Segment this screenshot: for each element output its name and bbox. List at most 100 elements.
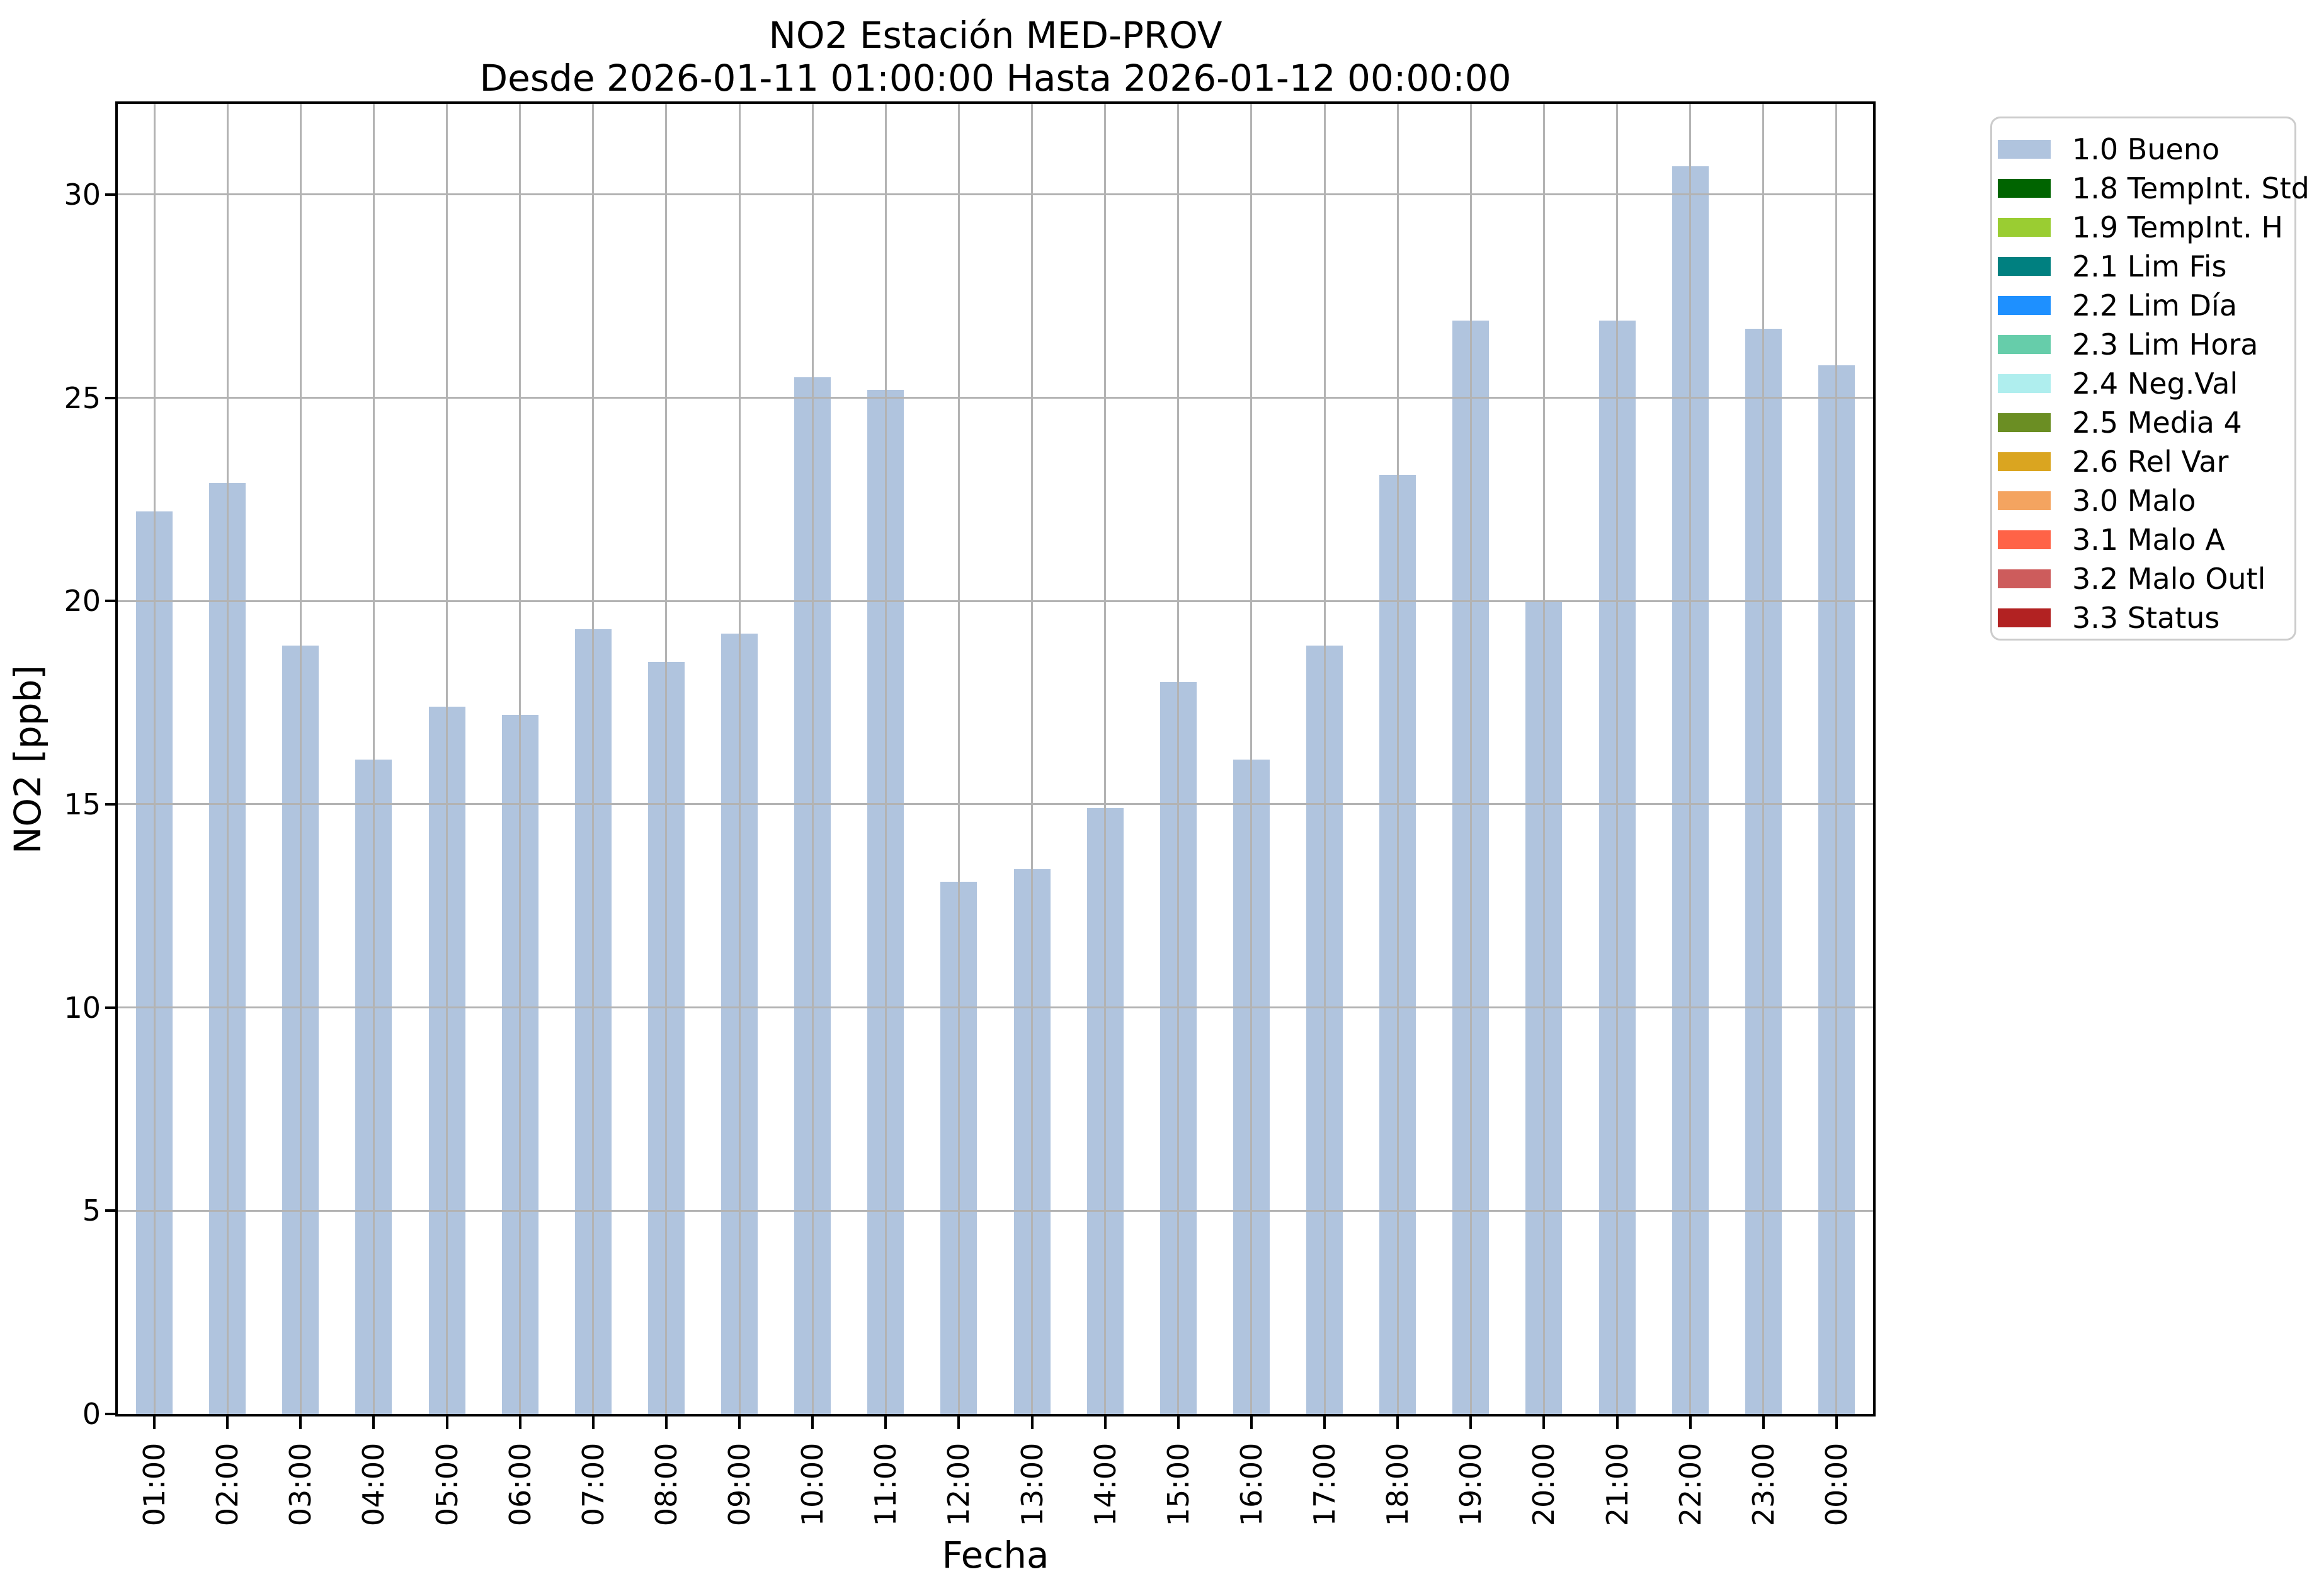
legend-label-12: 3.3 Status xyxy=(2072,601,2220,635)
gridline-vertical-19:00 xyxy=(1469,104,1472,1414)
gridline-vertical-06:00 xyxy=(519,104,521,1414)
x-tick-label-01:00: 01:00 xyxy=(137,1442,172,1527)
x-tick-02:00 xyxy=(226,1416,229,1429)
x-tick-label-11:00: 11:00 xyxy=(869,1442,903,1527)
x-tick-label-21:00: 21:00 xyxy=(1600,1442,1634,1527)
x-tick-19:00 xyxy=(1469,1416,1473,1429)
gridline-vertical-22:00 xyxy=(1689,104,1692,1414)
legend-row-6: 2.4 Neg.Val xyxy=(1998,364,2294,403)
x-tick-label-22:00: 22:00 xyxy=(1673,1442,1707,1527)
gridline-horizontal-20 xyxy=(118,600,1873,602)
legend-swatch-10 xyxy=(1998,530,2051,549)
gridline-horizontal-25 xyxy=(118,397,1873,399)
legend-label-4: 2.2 Lim Día xyxy=(2072,288,2238,322)
x-tick-21:00 xyxy=(1615,1416,1619,1429)
y-tick-label-30: 30 xyxy=(64,177,101,212)
legend-row-7: 2.5 Media 4 xyxy=(1998,403,2294,442)
x-tick-label-16:00: 16:00 xyxy=(1234,1442,1268,1527)
gridline-vertical-02:00 xyxy=(226,104,229,1414)
x-tick-label-20:00: 20:00 xyxy=(1527,1442,1561,1527)
x-tick-label-06:00: 06:00 xyxy=(503,1442,537,1527)
y-tick-0 xyxy=(105,1413,118,1415)
y-axis-label: NO2 [ppb] xyxy=(6,664,49,855)
gridline-vertical-12:00 xyxy=(957,104,960,1414)
x-tick-07:00 xyxy=(591,1416,595,1429)
y-tick-label-10: 10 xyxy=(64,990,101,1025)
legend-swatch-3 xyxy=(1998,257,2051,276)
x-tick-18:00 xyxy=(1396,1416,1399,1429)
x-tick-label-14:00: 14:00 xyxy=(1088,1442,1122,1527)
legend-label-3: 2.1 Lim Fis xyxy=(2072,249,2227,283)
legend-swatch-0 xyxy=(1998,140,2051,159)
gridline-vertical-21:00 xyxy=(1616,104,1619,1414)
x-tick-label-04:00: 04:00 xyxy=(356,1442,391,1527)
x-tick-16:00 xyxy=(1250,1416,1253,1429)
x-tick-14:00 xyxy=(1103,1416,1107,1429)
x-tick-label-17:00: 17:00 xyxy=(1308,1442,1342,1527)
legend-swatch-11 xyxy=(1998,569,2051,588)
x-tick-15:00 xyxy=(1177,1416,1180,1429)
x-tick-08:00 xyxy=(664,1416,668,1429)
gridline-vertical-13:00 xyxy=(1031,104,1034,1414)
legend-row-8: 2.6 Rel Var xyxy=(1998,442,2294,481)
gridline-vertical-18:00 xyxy=(1396,104,1399,1414)
gridline-vertical-11:00 xyxy=(884,104,887,1414)
x-tick-05:00 xyxy=(445,1416,448,1429)
gridline-vertical-10:00 xyxy=(811,104,814,1414)
x-tick-00:00 xyxy=(1835,1416,1838,1429)
gridline-vertical-09:00 xyxy=(738,104,741,1414)
gridline-horizontal-15 xyxy=(118,803,1873,806)
x-tick-label-15:00: 15:00 xyxy=(1161,1442,1195,1527)
x-tick-label-05:00: 05:00 xyxy=(430,1442,464,1527)
y-tick-10 xyxy=(105,1006,118,1009)
x-tick-12:00 xyxy=(957,1416,960,1429)
x-tick-03:00 xyxy=(299,1416,302,1429)
x-tick-20:00 xyxy=(1542,1416,1546,1429)
gridline-vertical-20:00 xyxy=(1542,104,1545,1414)
x-tick-22:00 xyxy=(1689,1416,1692,1429)
x-tick-04:00 xyxy=(372,1416,375,1429)
gridline-vertical-08:00 xyxy=(665,104,668,1414)
y-tick-25 xyxy=(105,396,118,399)
gridline-vertical-07:00 xyxy=(592,104,595,1414)
gridline-vertical-23:00 xyxy=(1762,104,1765,1414)
gridline-vertical-05:00 xyxy=(446,104,448,1414)
chart-subtitle: Desde 2026-01-11 01:00:00 Hasta 2026-01-… xyxy=(479,57,1512,100)
y-tick-label-15: 15 xyxy=(64,787,101,821)
y-tick-20 xyxy=(105,600,118,603)
x-tick-09:00 xyxy=(738,1416,741,1429)
legend-label-0: 1.0 Bueno xyxy=(2072,132,2220,166)
gridline-vertical-16:00 xyxy=(1250,104,1253,1414)
gridline-vertical-01:00 xyxy=(153,104,156,1414)
legend-row-10: 3.1 Malo A xyxy=(1998,520,2294,559)
legend-row-1: 1.8 TempInt. Std xyxy=(1998,169,2310,208)
x-tick-label-23:00: 23:00 xyxy=(1746,1442,1781,1527)
x-tick-label-12:00: 12:00 xyxy=(942,1442,976,1527)
gridline-vertical-04:00 xyxy=(372,104,375,1414)
legend-swatch-7 xyxy=(1998,413,2051,432)
x-tick-label-08:00: 08:00 xyxy=(649,1442,683,1527)
legend-swatch-4 xyxy=(1998,296,2051,315)
y-tick-30 xyxy=(105,193,118,196)
legend-label-11: 3.2 Malo Outl xyxy=(2072,562,2266,596)
legend: 1.0 Bueno 1.8 TempInt. Std 1.9 TempInt. H 2… xyxy=(1990,117,2310,641)
legend-label-2: 1.9 TempInt. H xyxy=(2072,210,2283,244)
x-tick-06:00 xyxy=(518,1416,521,1429)
legend-swatch-1 xyxy=(1998,179,2051,198)
y-tick-label-5: 5 xyxy=(82,1194,101,1228)
legend-row-9: 3.0 Malo xyxy=(1998,481,2294,520)
x-tick-13:00 xyxy=(1030,1416,1034,1429)
legend-row-0: 1.0 Bueno xyxy=(1998,130,2294,169)
legend-row-4: 2.2 Lim Día xyxy=(1998,286,2294,325)
legend-row-5: 2.3 Lim Hora xyxy=(1998,325,2294,364)
x-tick-label-07:00: 07:00 xyxy=(576,1442,610,1527)
legend-swatch-6 xyxy=(1998,374,2051,393)
plot-area xyxy=(118,104,1873,1414)
x-tick-01:00 xyxy=(153,1416,156,1429)
legend-swatch-2 xyxy=(1998,218,2051,237)
x-tick-label-00:00: 00:00 xyxy=(1819,1442,1854,1527)
gridline-vertical-17:00 xyxy=(1323,104,1326,1414)
x-tick-label-10:00: 10:00 xyxy=(795,1442,830,1527)
y-tick-label-20: 20 xyxy=(64,584,101,618)
gridline-vertical-14:00 xyxy=(1104,104,1107,1414)
